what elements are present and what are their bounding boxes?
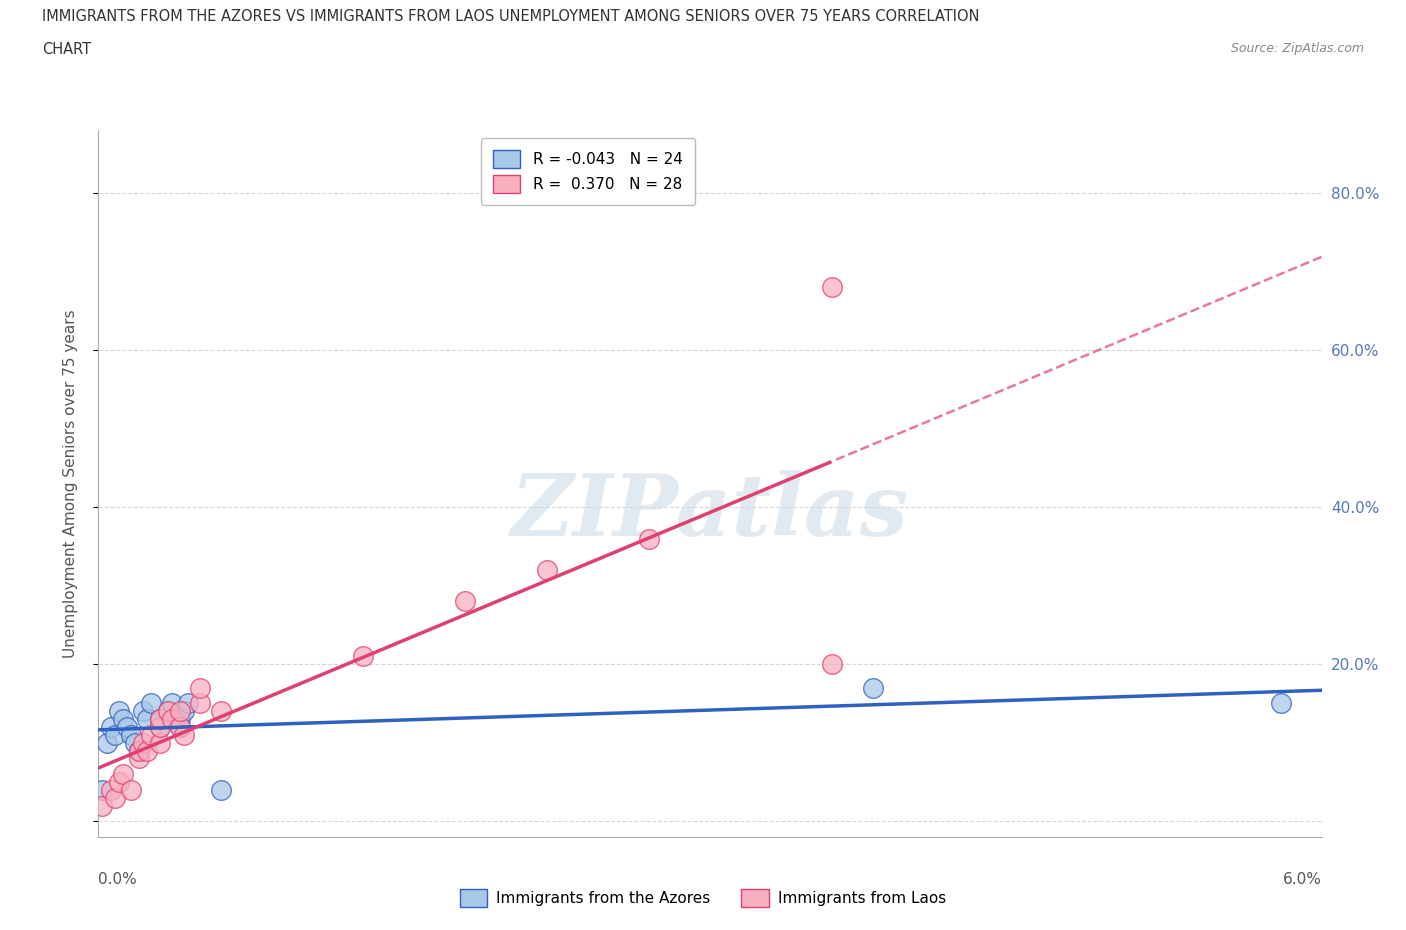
Text: ZIPatlas: ZIPatlas [510,471,910,553]
Point [108,775,131,790]
Point [160,711,183,726]
Point [169,720,191,735]
Y-axis label: Unemployment Among Seniors over 75 years: Unemployment Among Seniors over 75 years [63,310,77,658]
Point [111,766,134,781]
Legend: R = -0.043   N = 24, R =  0.370   N = 28: R = -0.043 N = 24, R = 0.370 N = 28 [481,138,695,206]
Point [108,704,131,719]
Point [136,711,159,726]
Point [821,280,844,295]
Point [156,704,179,719]
Point [177,696,200,711]
Point [821,657,844,671]
Point [128,743,150,758]
Point [188,681,212,696]
Point [100,782,122,797]
Point [136,743,159,758]
Point [454,594,477,609]
Point [115,720,138,735]
Point [124,736,146,751]
Point [1270,696,1292,711]
Point [91,782,114,797]
Text: IMMIGRANTS FROM THE AZORES VS IMMIGRANTS FROM LAOS UNEMPLOYMENT AMONG SENIORS OV: IMMIGRANTS FROM THE AZORES VS IMMIGRANTS… [42,9,980,24]
Point [156,704,179,719]
Text: 0.0%: 0.0% [98,872,138,887]
Point [173,727,195,742]
Point [141,696,163,711]
Point [149,720,172,735]
Point [100,720,122,735]
Point [132,704,155,719]
Point [169,711,191,726]
Text: 6.0%: 6.0% [1282,872,1322,887]
Point [96,736,118,751]
Point [149,720,172,735]
Point [111,711,134,726]
Point [104,727,127,742]
Point [132,736,155,751]
Point [352,649,374,664]
Point [862,681,884,696]
Point [128,751,150,766]
Point [173,704,195,719]
Point [91,798,114,813]
Point [209,782,232,797]
Text: CHART: CHART [42,42,91,57]
Point [160,696,183,711]
Text: Source: ZipAtlas.com: Source: ZipAtlas.com [1230,42,1364,55]
Point [169,720,191,735]
Point [128,743,150,758]
Point [169,704,191,719]
Point [149,711,172,726]
Point [209,704,232,719]
Point [120,727,142,742]
Point [149,711,172,726]
Point [141,727,163,742]
Point [149,736,172,751]
Point [188,696,212,711]
Point [637,531,661,546]
Point [104,790,127,805]
Point [536,563,558,578]
Legend: Immigrants from the Azores, Immigrants from Laos: Immigrants from the Azores, Immigrants f… [454,884,952,913]
Point [120,782,142,797]
